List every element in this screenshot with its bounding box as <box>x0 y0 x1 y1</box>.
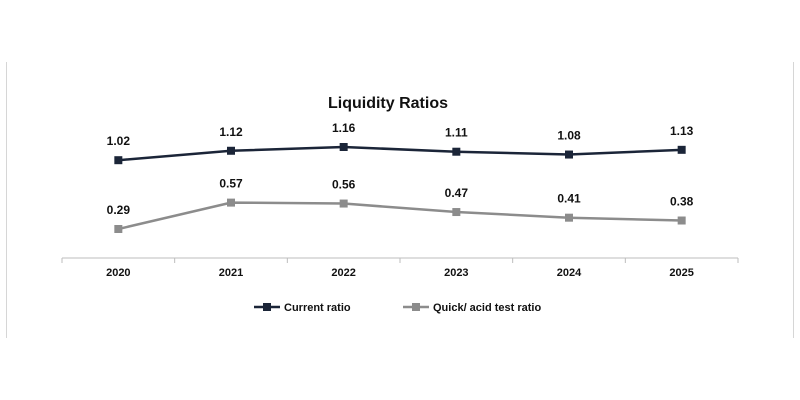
series-line <box>118 201 682 231</box>
legend: Current ratio Quick/ acid test ratio <box>254 302 541 314</box>
chart-title: Liquidity Ratios <box>328 95 448 112</box>
data-label: 0.47 <box>445 186 469 200</box>
x-tick-label: 2020 <box>106 267 130 279</box>
x-tick-label: 2023 <box>444 267 468 279</box>
data-label: 1.08 <box>557 129 581 143</box>
data-point <box>452 147 461 156</box>
data-label: 1.16 <box>332 121 356 135</box>
data-point <box>114 156 123 165</box>
data-point <box>227 146 235 155</box>
legend-label: Quick/ acid test ratio <box>433 302 541 314</box>
x-tick-label: 2021 <box>219 267 243 279</box>
data-label: 1.12 <box>219 125 243 139</box>
legend-swatch-marker <box>263 303 271 311</box>
left-border <box>6 62 7 338</box>
legend-item: Quick/ acid test ratio <box>403 302 541 314</box>
data-point <box>339 143 348 151</box>
data-label: 1.11 <box>445 126 468 140</box>
data-label: 0.38 <box>670 195 694 209</box>
data-label: 1.02 <box>107 134 131 148</box>
x-tick-label: 2024 <box>557 267 582 279</box>
data-point <box>452 208 461 217</box>
series-layer: 1.02 1.12 1.16 1.11 1.08 1.13 0.29 0.57 0.56 0.47… <box>107 121 694 233</box>
x-tick-label: 2025 <box>669 267 693 279</box>
series-current-ratio: 1.02 1.12 1.16 1.11 1.08 1.13 <box>107 121 694 165</box>
x-axis-ticks: 2020 2021 2022 2023 2024 2025 <box>61 258 739 279</box>
legend-label: Current ratio <box>284 302 351 314</box>
data-label: 0.29 <box>107 203 131 217</box>
data-point <box>227 198 235 207</box>
data-point <box>677 216 686 225</box>
data-label: 0.41 <box>557 192 581 206</box>
legend-item: Current ratio <box>254 302 351 314</box>
data-label: 1.13 <box>670 124 694 138</box>
data-label: 0.56 <box>332 178 356 192</box>
data-point <box>565 213 573 222</box>
data-point <box>677 145 686 154</box>
x-tick-label: 2022 <box>331 267 355 279</box>
data-label: 0.57 <box>219 177 243 191</box>
legend-swatch-marker <box>412 303 420 311</box>
series-line <box>118 145 682 162</box>
right-border <box>793 62 794 338</box>
series-quick-ratio: 0.29 0.57 0.56 0.47 0.41 0.38 <box>107 177 694 233</box>
data-point <box>114 225 123 233</box>
data-point <box>339 199 348 208</box>
data-point <box>565 150 573 159</box>
